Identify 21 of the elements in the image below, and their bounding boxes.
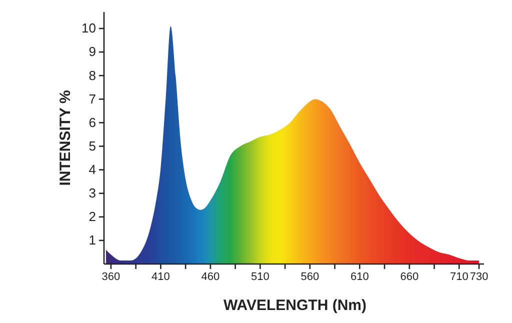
y-tick-label: 9 [88,44,96,60]
x-axis-title: WAVELENGTH (Nm) [223,297,367,314]
x-tick-label: 560 [300,270,320,283]
y-tick-label: 2 [88,209,96,224]
y-tick-label: 8 [88,68,96,83]
x-tick-label: 710 [450,270,468,283]
x-tick-label: 410 [152,270,170,283]
y-tick-label: 5 [88,138,96,154]
x-tick-label: 730 [470,270,488,283]
x-tick-label: 510 [251,270,270,283]
x-tick-label: 360 [102,270,120,283]
x-tick-label: 460 [201,270,220,283]
y-tick-label: 7 [88,91,96,106]
x-tick-label: 610 [350,270,369,283]
x-tick-label: 660 [400,270,419,283]
y-tick-label: 10 [82,20,96,36]
y-tick-label: 3 [88,186,96,201]
y-tick-label: 1 [88,232,96,248]
y-tick-label: 4 [88,162,96,177]
y-axis-title: INTENSITY % [57,90,74,186]
y-tick-label: 6 [88,114,96,130]
